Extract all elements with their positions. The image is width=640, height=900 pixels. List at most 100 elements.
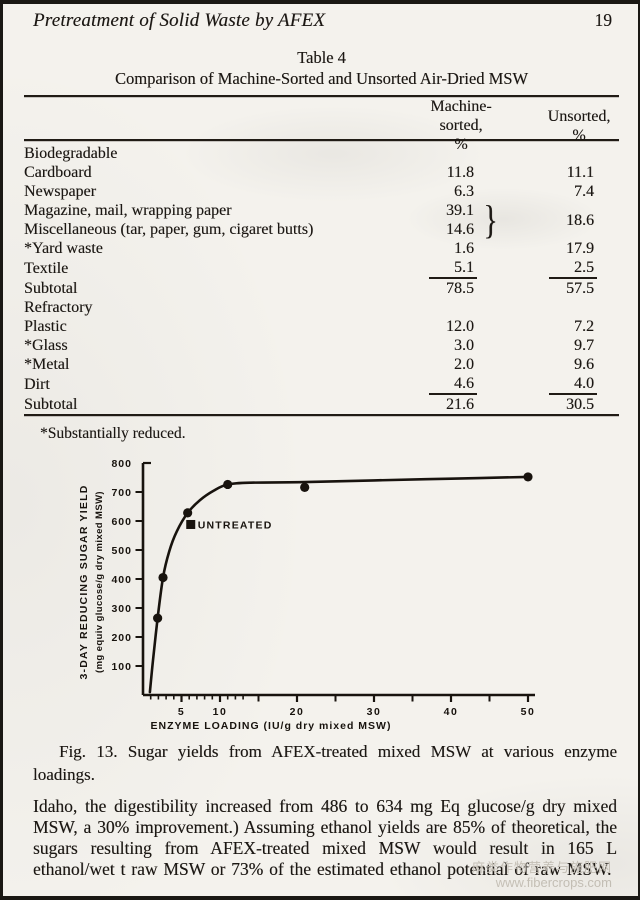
row-label: Subtotal — [24, 395, 78, 413]
table-title: Table 4 — [297, 48, 346, 67]
y-tick-label: 100 — [111, 661, 132, 673]
y-tick-label: 300 — [111, 603, 132, 615]
unsorted-value: 7.2 — [574, 318, 595, 335]
untreated-label: UNTREATED — [198, 519, 273, 531]
msw-composition-table: Biodegradable Cardboard 11.8 11.1 Newspaper 6… — [24, 144, 619, 414]
table-header-rule — [24, 139, 619, 141]
machine-sorted-value: 12.0 — [446, 318, 474, 335]
table-row: Dirt 4.6 4.0 — [24, 374, 619, 394]
machine-sorted-value: 2.0 — [454, 356, 474, 373]
row-label: Miscellaneous (tar, paper, gum, cigaret … — [24, 221, 314, 238]
body-paragraph: Idaho, the digestibility increased from … — [33, 796, 617, 879]
unsorted-value: 7.4 — [574, 183, 595, 200]
table-row: Subtotal 21.6 30.5 — [24, 394, 619, 414]
data-point — [153, 613, 163, 623]
row-label: Dirt — [24, 375, 50, 393]
row-label: Plastic — [24, 318, 67, 335]
row-label: *Yard waste — [24, 240, 103, 257]
column-header-unsorted: Unsorted, % — [547, 107, 611, 144]
unsorted-value: 2.5 — [499, 258, 619, 278]
y-tick-label: 400 — [111, 574, 132, 586]
y-axis-title-line1: 3-DAY REDUCING SUGAR YIELD — [78, 485, 90, 680]
watermark: 麻类作物营养与施肥网 www.fibercrops.com — [472, 860, 612, 890]
group-brace: } — [483, 197, 498, 242]
section-label: Refractory — [24, 299, 93, 316]
y-tick-label: 600 — [111, 516, 132, 528]
unsorted-value: 9.6 — [574, 356, 595, 373]
row-label: Textile — [24, 259, 69, 277]
unsorted-value: 17.9 — [566, 240, 595, 257]
x-tick-label: 50 — [521, 706, 536, 718]
machine-sorted-value: 21.6 — [409, 394, 481, 414]
x-tick-label: 30 — [367, 706, 382, 718]
row-label: *Glass — [24, 337, 68, 354]
table-row: Subtotal 78.5 57.5 — [24, 278, 619, 298]
x-tick-label: 10 — [213, 706, 228, 718]
table-top-rule — [24, 95, 619, 97]
unsorted-value: 30.5 — [499, 394, 619, 414]
machine-sorted-value: 14.6 — [446, 221, 474, 238]
x-tick-label: 5 — [178, 706, 185, 718]
data-point — [523, 472, 533, 482]
unsorted-value: 4.0 — [499, 374, 619, 394]
watermark-cjk-text: 麻类作物营养与施肥网 — [471, 860, 612, 875]
table-row: Plastic 12.0 7.2 — [24, 317, 619, 336]
section-row: Biodegradable — [24, 144, 619, 163]
y-tick-label: 500 — [111, 545, 132, 557]
table-row: *Yard waste 1.6 17.9 — [24, 239, 619, 258]
unsorted-value: 57.5 — [499, 278, 619, 298]
y-axis-title-line2: (mg equiv glucose/g dry mixed MSW) — [94, 491, 105, 673]
y-tick-label: 700 — [111, 487, 132, 499]
machine-sorted-value: 3.0 — [454, 337, 474, 354]
section-label: Biodegradable — [24, 145, 118, 162]
column-header-machine-sorted: Machine-sorted, % — [430, 98, 492, 153]
machine-sorted-value: 6.3 — [454, 183, 474, 200]
figure-caption: Fig. 13. Sugar yields from AFEX-treated … — [33, 742, 617, 784]
table-row: Magazine, mail, wrapping paper 39.1} 18.6 — [24, 200, 619, 240]
machine-sorted-value: 39.1 — [446, 202, 474, 219]
running-head-title: Pretreatment of Solid Waste by AFEX — [33, 10, 326, 31]
row-label: Magazine, mail, wrapping paper — [24, 202, 232, 219]
msw-table-body: Biodegradable Cardboard 11.8 11.1 Newspaper 6… — [24, 144, 619, 414]
x-axis-title: ENZYME LOADING (IU/g dry mixed MSW) — [151, 720, 392, 732]
machine-sorted-value: 1.6 — [454, 240, 474, 257]
data-point — [300, 482, 310, 492]
machine-sorted-value: 78.5 — [409, 278, 481, 298]
table-row: Textile 5.1 2.5 — [24, 258, 619, 278]
table-bottom-rule — [24, 414, 619, 416]
enzyme-loading-chart: 100 200 300 400 500 600 700 800 5 10 20 30 40 50 UNTRE… — [78, 458, 536, 732]
watermark-url: www.fibercrops.com — [495, 875, 612, 890]
x-tick-label: 20 — [290, 706, 305, 718]
section-row: Refractory — [24, 298, 619, 317]
unsorted-value: 11.1 — [566, 164, 595, 181]
table-footnote: *Substantially reduced. — [40, 425, 186, 442]
machine-sorted-value: 4.6 — [409, 374, 481, 394]
unsorted-value: 9.7 — [574, 337, 595, 354]
fitted-curve — [148, 475, 530, 694]
table-4-block: Table 4 Comparison of Machine-Sorted and… — [24, 48, 619, 443]
table-row: *Glass 3.0 9.7 — [24, 336, 619, 355]
row-label: *Metal — [24, 356, 70, 373]
table-row: Cardboard 11.8 11.1 — [24, 163, 619, 182]
table-subtitle: Comparison of Machine-Sorted and Unsorte… — [114, 69, 528, 88]
data-point — [158, 572, 168, 583]
figure-13-chart: 100 200 300 400 500 600 700 800 5 10 20 30 40 50 UNTRE… — [75, 452, 595, 744]
data-point — [223, 479, 233, 490]
row-label: Cardboard — [24, 164, 92, 181]
machine-sorted-value: 5.1 — [409, 258, 481, 278]
table-column-headers: Machine-sorted, % Unsorted, % — [24, 97, 619, 153]
y-tick-label: 200 — [111, 632, 132, 644]
running-head: Pretreatment of Solid Waste by AFEX 19 — [33, 10, 612, 32]
table-row: *Metal 2.0 9.6 — [24, 355, 619, 374]
table-row: Newspaper 6.3 7.4 — [24, 182, 619, 201]
x-tick-label: 40 — [444, 706, 459, 718]
row-label: Newspaper — [24, 183, 96, 200]
unsorted-value-merged: 18.6 — [566, 211, 595, 229]
y-tick-label: 800 — [111, 458, 132, 470]
row-label: Subtotal — [24, 279, 78, 297]
page-number: 19 — [594, 10, 613, 30]
machine-sorted-value: 11.8 — [446, 164, 474, 181]
untreated-marker — [186, 519, 196, 529]
data-point — [183, 508, 193, 518]
